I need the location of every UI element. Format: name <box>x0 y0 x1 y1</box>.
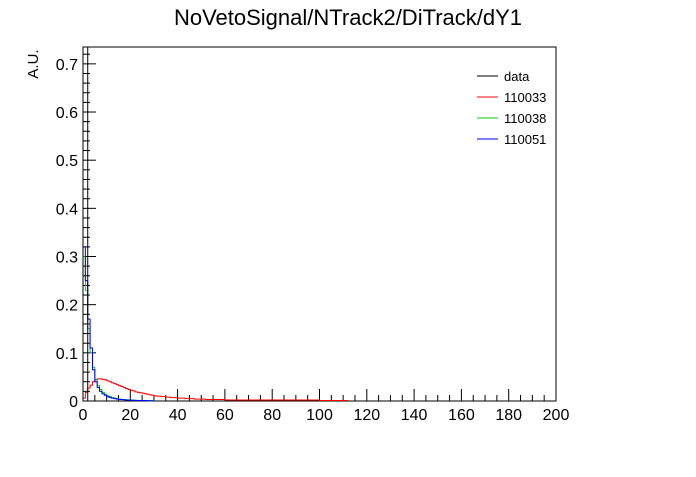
legend: data 110033 110038 110051 <box>477 69 546 147</box>
legend-label-110051: 110051 <box>504 132 546 147</box>
legend-label-110033: 110033 <box>504 90 546 105</box>
y-tick-label: 0.1 <box>56 346 78 363</box>
series-line-data <box>82 46 89 401</box>
series-line-110038 <box>82 256 155 402</box>
plot-area: 0 20 40 60 80 100 120 140 160 180 200 0 0.1 0.2 0.3 0.4… <box>56 46 570 424</box>
plot-frame <box>82 46 557 402</box>
y-tick-label: 0.6 <box>56 105 78 122</box>
x-tick-label: 180 <box>495 407 522 424</box>
x-tick-label: 200 <box>543 407 570 424</box>
legend-label-data: data <box>504 69 530 84</box>
y-tick-label: 0.4 <box>56 201 78 218</box>
x-tick-label: 40 <box>169 407 187 424</box>
chart-title: NoVetoSignal/NTrack2/DiTrack/dY1 <box>174 5 522 30</box>
y-axis-label: A.U. <box>25 49 42 78</box>
series-line-110051 <box>82 246 155 402</box>
series-line-110033 <box>82 378 349 402</box>
x-tick-label: 60 <box>216 407 234 424</box>
x-tick-label: 160 <box>448 407 475 424</box>
x-tick-label: 120 <box>353 407 380 424</box>
y-tick-label: 0.5 <box>56 153 78 170</box>
y-tick-label: 0.3 <box>56 250 78 267</box>
x-tick-label: 100 <box>306 407 333 424</box>
legend-label-110038: 110038 <box>504 111 546 126</box>
y-tick-label: 0 <box>69 394 78 411</box>
x-tick-label: 140 <box>401 407 428 424</box>
y-tick-label: 0.7 <box>56 57 78 74</box>
x-tick-label: 20 <box>121 407 139 424</box>
x-tick-label: 0 <box>79 407 88 424</box>
x-tick-label: 80 <box>263 407 281 424</box>
y-tick-label: 0.2 <box>56 298 78 315</box>
